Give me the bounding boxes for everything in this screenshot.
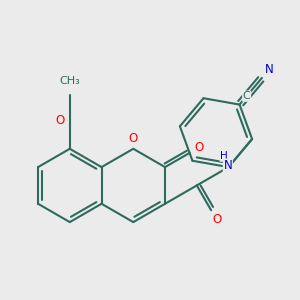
Text: H: H: [220, 151, 228, 161]
Text: N: N: [224, 159, 232, 172]
Text: O: O: [212, 213, 221, 226]
Text: O: O: [55, 114, 64, 127]
Text: N: N: [265, 63, 273, 76]
Text: O: O: [195, 141, 204, 154]
Text: C: C: [243, 91, 250, 101]
Text: CH₃: CH₃: [59, 76, 80, 85]
Text: O: O: [129, 132, 138, 145]
